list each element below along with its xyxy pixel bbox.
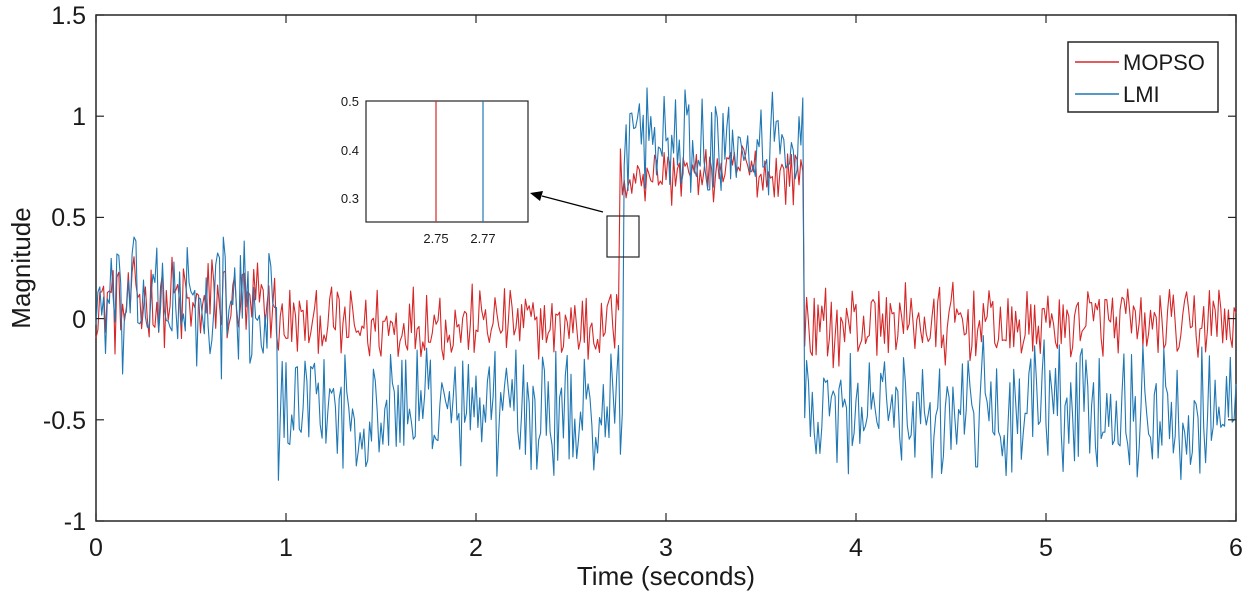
legend-box [1067,41,1219,113]
x-axis: 0 1 2 3 4 5 6 [89,534,1243,562]
x-tick-label: 3 [659,534,673,562]
zoom-box [606,215,640,258]
series-line-lmi [95,87,1237,481]
inset-y-tick-label: 0.3 [341,191,359,206]
x-tick-label: 6 [1229,534,1243,562]
y-tick-label: -0.5 [43,407,86,435]
inset-x-tick-label: 2.75 [423,231,448,246]
series-line-mopso [95,145,1237,369]
y-tick-label: 1 [72,103,86,131]
legend: MOPSO LMI [1067,41,1219,113]
legend-label-lmi: LMI [1123,82,1160,107]
inset-frame [365,100,529,223]
tick-marks [95,14,1237,522]
x-tick-label: 2 [469,534,483,562]
series-layer [95,87,1237,481]
plot-area [95,14,1237,522]
x-tick-label: 1 [279,534,293,562]
y-tick-label: 0.5 [51,204,86,232]
y-axis-title: Magnitude [6,207,36,328]
x-tick-label: 0 [89,534,103,562]
y-tick-label: 0 [72,306,86,334]
x-axis-title: Time (seconds) [577,561,755,591]
y-tick-label: 1.5 [51,2,86,30]
inset-y-tick-label: 0.4 [341,143,359,158]
x-tick-label: 4 [849,534,863,562]
legend-label-mopso: MOPSO [1123,50,1205,75]
inset-x-tick-label: 2.77 [470,231,495,246]
zoom-arrow [530,191,604,213]
y-axis: -1 -0.5 0 0.5 1 1.5 [43,2,86,536]
x-tick-label: 5 [1039,534,1053,562]
inset-plot: 2.75 2.77 0.5 0.4 0.3 [341,94,529,246]
y-tick-label: -1 [64,508,86,536]
inset-y-tick-label: 0.5 [341,94,359,109]
